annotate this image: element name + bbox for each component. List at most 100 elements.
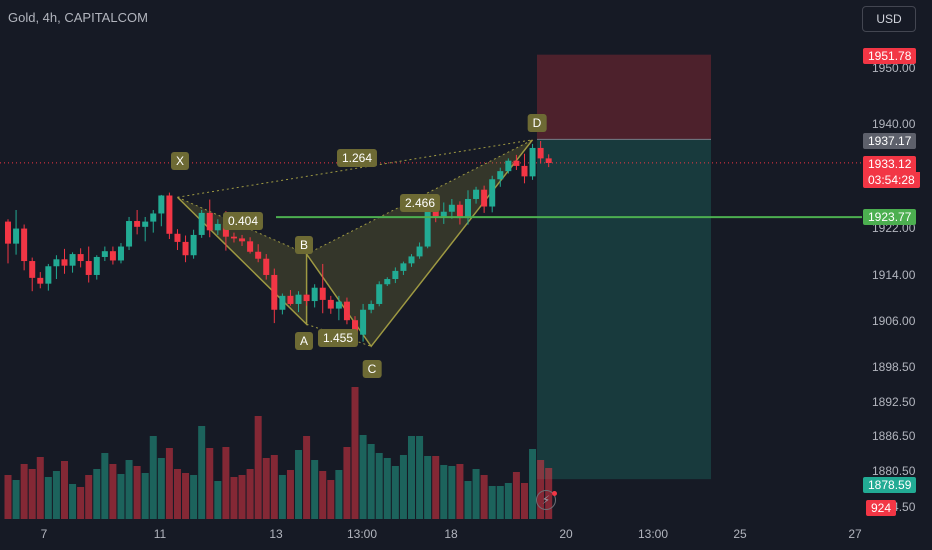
volume-bar bbox=[85, 475, 93, 519]
volume-bar bbox=[464, 481, 472, 519]
candle-body bbox=[343, 301, 350, 321]
candle-body bbox=[424, 202, 431, 247]
candle-body bbox=[505, 160, 512, 172]
volume-bar bbox=[190, 475, 198, 519]
pattern-point-x: X bbox=[170, 152, 190, 170]
pattern-ratio-label: 1.264 bbox=[336, 149, 378, 167]
stop-price-tag: 1951.78 bbox=[863, 48, 917, 64]
lightning-icon[interactable]: ⚡ bbox=[536, 490, 556, 510]
y-tick-label: 1880.50 bbox=[872, 464, 916, 478]
candle-body bbox=[416, 246, 423, 257]
volume-bar bbox=[416, 436, 424, 519]
candle-body bbox=[521, 165, 528, 177]
volume-bar bbox=[512, 472, 520, 519]
volume-bar bbox=[60, 461, 68, 519]
volume-bar bbox=[230, 477, 238, 519]
candle-body bbox=[271, 274, 278, 310]
take-profit-zone bbox=[537, 139, 711, 480]
volume-bar bbox=[399, 455, 407, 519]
volume-bar bbox=[383, 458, 391, 519]
y-tick-label: 1906.00 bbox=[872, 314, 916, 328]
pattern-point-c: C bbox=[362, 360, 382, 378]
candle-body bbox=[239, 238, 246, 242]
candle-body bbox=[182, 241, 189, 256]
volume-bar bbox=[472, 469, 480, 519]
candle-body bbox=[37, 277, 44, 284]
y-tick-label: 1940.00 bbox=[872, 117, 916, 131]
candle-body bbox=[335, 301, 342, 309]
take-profit-price-tag: 1878.59 bbox=[863, 477, 917, 493]
volume-bar bbox=[529, 449, 537, 519]
volume-bar bbox=[173, 469, 181, 519]
volume-bar bbox=[141, 473, 149, 519]
candle-body bbox=[134, 221, 141, 227]
candle-body bbox=[376, 284, 383, 304]
volume-bar bbox=[238, 475, 246, 519]
volume-bar bbox=[125, 460, 133, 519]
x-tick-label: 11 bbox=[153, 527, 167, 541]
candle-body bbox=[61, 259, 68, 266]
volume-bar bbox=[262, 458, 270, 519]
volume-bar bbox=[20, 464, 28, 519]
candle-body bbox=[53, 259, 60, 267]
volume-bar bbox=[157, 458, 165, 519]
candle-body bbox=[206, 212, 213, 231]
symbol-title[interactable]: Gold, 4h, CAPITALCOM bbox=[8, 10, 148, 25]
volume-bar bbox=[303, 436, 311, 519]
stop-loss-zone bbox=[537, 54, 711, 140]
candle-body bbox=[166, 195, 173, 234]
volume-bar bbox=[343, 447, 351, 519]
volume-bar bbox=[327, 480, 335, 519]
volume-bar bbox=[36, 457, 44, 519]
candle-body bbox=[400, 263, 407, 271]
candle-body bbox=[109, 251, 116, 261]
candle-body bbox=[295, 294, 302, 304]
candle-body bbox=[29, 261, 36, 278]
candle-body bbox=[247, 241, 254, 252]
candle-body bbox=[255, 251, 262, 259]
candle-body bbox=[85, 261, 92, 275]
pattern-ratio-label: 0.404 bbox=[222, 212, 264, 230]
candle-body bbox=[473, 189, 480, 199]
volume-bar bbox=[117, 474, 125, 519]
volume-bar bbox=[520, 483, 528, 519]
candle-body bbox=[384, 279, 391, 285]
x-tick-label: 13:00 bbox=[637, 527, 669, 541]
pattern-ratio-label: 2.466 bbox=[399, 194, 441, 212]
volume-bar bbox=[182, 473, 190, 519]
candle-body bbox=[117, 246, 124, 261]
volume-bar bbox=[432, 456, 440, 519]
volume-bar bbox=[254, 416, 262, 519]
candle-body bbox=[287, 295, 294, 304]
candle-body bbox=[368, 303, 375, 310]
volume-bar bbox=[198, 426, 206, 519]
volume-bar bbox=[295, 450, 303, 519]
volume-bar bbox=[206, 448, 214, 519]
volume-bar bbox=[537, 460, 545, 519]
currency-button[interactable]: USD bbox=[862, 6, 916, 32]
target-line-price-tag: 1923.77 bbox=[863, 209, 917, 225]
volume-bar bbox=[149, 436, 157, 519]
volume-bar bbox=[391, 466, 399, 519]
volume-bar bbox=[69, 484, 77, 519]
candle-body bbox=[545, 158, 552, 164]
candle-body bbox=[21, 228, 28, 262]
volume-bar bbox=[456, 464, 464, 519]
candle-body bbox=[279, 295, 286, 310]
candle-body bbox=[529, 147, 536, 177]
volume-bar bbox=[448, 466, 456, 519]
volume-bar bbox=[4, 475, 12, 519]
candle-body bbox=[327, 299, 334, 309]
volume-bar bbox=[496, 486, 504, 519]
y-tick-label: 1950.00 bbox=[872, 61, 916, 75]
candle-body bbox=[537, 147, 544, 159]
candle-body bbox=[408, 256, 415, 264]
volume-bar bbox=[270, 455, 278, 519]
candle-body bbox=[311, 287, 318, 302]
volume-bar bbox=[504, 483, 512, 519]
candle-body bbox=[126, 221, 133, 247]
x-tick-label: 18 bbox=[444, 527, 458, 541]
pattern-point-a: A bbox=[294, 332, 314, 350]
